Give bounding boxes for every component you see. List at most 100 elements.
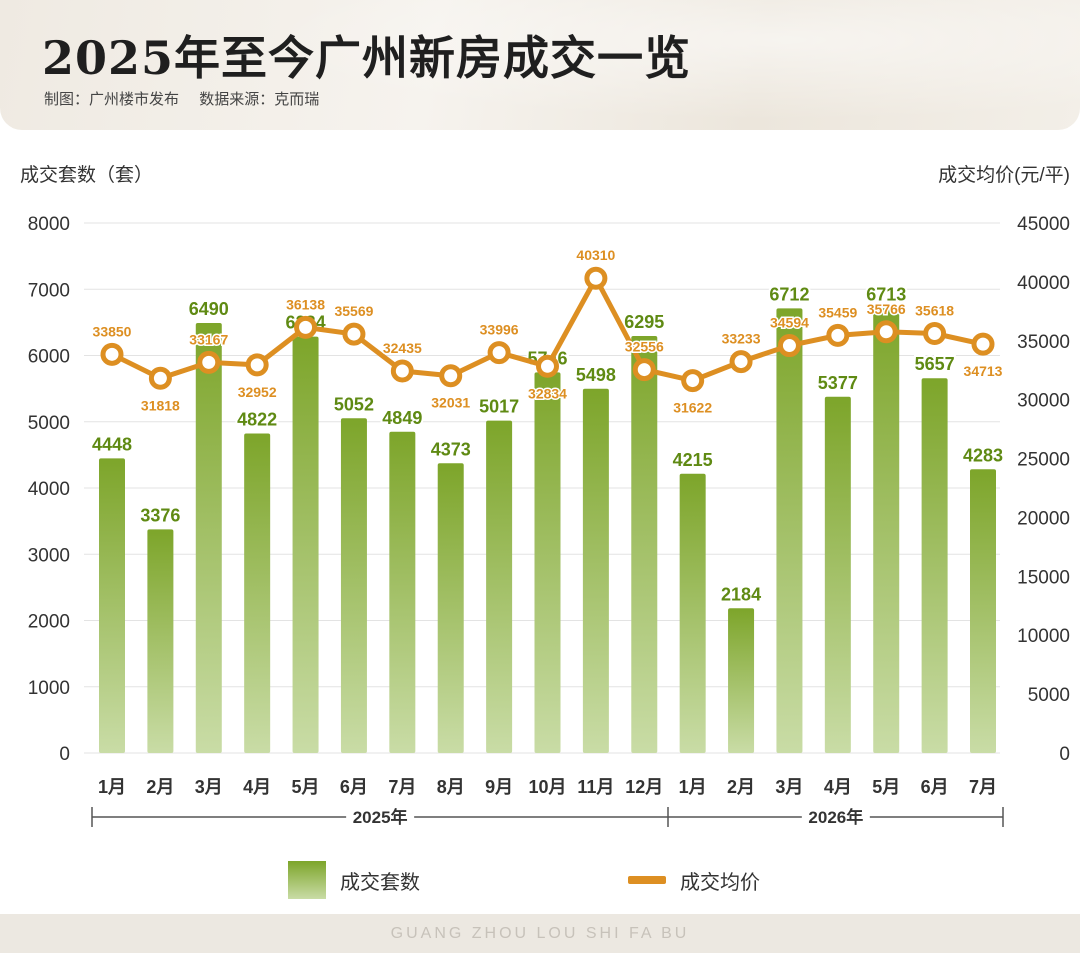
right-tick-label: 35000	[1017, 332, 1070, 353]
bar-value-label: 5377	[818, 373, 858, 393]
legend-line-swatch	[628, 876, 666, 884]
bar-value-label: 4822	[237, 410, 277, 430]
bar-value-label: 5498	[576, 365, 616, 385]
footer-text: GUANG ZHOU LOU SHI FA BU	[390, 924, 690, 942]
price-value-label: 32952	[238, 384, 277, 400]
bar-value-label: 6712	[769, 284, 809, 304]
bar	[776, 308, 803, 753]
x-tick-label: 5月	[292, 777, 320, 797]
chart-subtitle: 制图：广州楼市发布 数据来源：克而瑞	[44, 88, 335, 109]
price-value-label: 35459	[818, 304, 857, 320]
x-tick-label: 1月	[679, 777, 707, 797]
x-axis-labels: 1月 2月 3月 4月 5月 6月 7月 8月 9月 10月 11月 12月 1月 2月 3月 4月 5月 6月 7…	[98, 777, 997, 797]
price-point	[487, 341, 511, 365]
left-tick-label: 4000	[28, 479, 70, 500]
price-value-label: 31818	[141, 397, 180, 413]
price-value-label: 34713	[964, 363, 1003, 379]
bar-value-label: 6490	[189, 299, 229, 319]
year-label: 2026年	[808, 807, 863, 827]
price-point	[584, 266, 608, 290]
bar	[244, 433, 271, 753]
x-tick-label: 11月	[577, 777, 614, 797]
year-label: 2025年	[353, 807, 408, 827]
price-point	[681, 369, 705, 393]
bar	[631, 335, 658, 753]
price-point	[729, 350, 753, 374]
x-tick-label: 1月	[98, 777, 126, 797]
price-point	[100, 342, 124, 366]
right-axis-ticks: 0 5000 10000 15000 20000 25000 30000 35000 40000…	[1017, 214, 1070, 765]
chart-title: 2025年至今广州新房成交一览	[42, 31, 692, 85]
bar-value-label: 5657	[915, 354, 955, 374]
right-axis-title: 成交均价(元/平)	[938, 165, 1070, 186]
line-series	[100, 266, 995, 393]
bar-value-label: 6713	[866, 284, 906, 304]
price-value-label: 35766	[867, 301, 906, 317]
right-tick-label: 30000	[1017, 391, 1070, 412]
right-tick-label: 15000	[1017, 567, 1070, 588]
x-tick-label: 8月	[437, 777, 465, 797]
bar-value-label: 4849	[382, 408, 422, 428]
bar	[340, 418, 367, 753]
legend-line: 成交均价	[628, 860, 760, 900]
price-value-label: 34594	[770, 315, 809, 331]
price-value-label: 32031	[431, 395, 470, 411]
price-point	[632, 358, 656, 382]
price-value-label: 32435	[383, 340, 422, 356]
bar	[728, 608, 755, 753]
price-value-label: 40310	[576, 247, 615, 263]
bar	[389, 431, 416, 753]
bar-value-label: 3376	[140, 505, 180, 525]
price-point	[294, 315, 318, 339]
bar-value-label: 5017	[479, 397, 519, 417]
price-value-label: 36138	[286, 296, 325, 312]
source-text: 数据来源：克而瑞	[199, 91, 320, 108]
price-point	[971, 332, 995, 356]
bar	[147, 529, 174, 753]
x-tick-label: 2月	[146, 777, 174, 797]
price-value-label: 33996	[480, 322, 519, 338]
bar	[582, 388, 609, 753]
left-tick-label: 2000	[28, 612, 70, 633]
price-point	[390, 359, 414, 383]
price-point	[439, 364, 463, 388]
price-point	[245, 353, 269, 377]
left-axis-title: 成交套数（套）	[20, 165, 154, 186]
year-brackets: 2025年 2026年	[91, 807, 1004, 827]
right-tick-label: 20000	[1017, 508, 1070, 529]
bar-value-label: 4373	[431, 439, 471, 459]
left-tick-label: 8000	[28, 214, 70, 235]
footer-banner: GUANG ZHOU LOU SHI FA BU	[0, 914, 1080, 953]
right-tick-label: 5000	[1028, 685, 1070, 706]
bar	[970, 469, 996, 753]
right-tick-label: 45000	[1017, 214, 1070, 235]
bar-value-label: 4215	[673, 450, 713, 470]
bar-value-label: 4283	[963, 445, 1003, 465]
price-value-label: 32834	[528, 385, 567, 401]
left-tick-label: 6000	[28, 347, 70, 368]
bar	[534, 372, 561, 753]
bar	[921, 378, 948, 753]
left-tick-label: 5000	[28, 413, 70, 434]
price-point	[536, 354, 559, 378]
bar-value-label: 4448	[92, 434, 132, 454]
price-point	[923, 321, 947, 345]
left-tick-label: 0	[59, 744, 70, 765]
x-tick-label: 10月	[528, 777, 566, 797]
bar-value-label: 2184	[721, 584, 761, 604]
x-tick-label: 3月	[775, 777, 803, 797]
x-tick-label: 4月	[243, 777, 271, 797]
bar-series	[99, 308, 996, 753]
legend-bar-swatch	[288, 861, 326, 899]
bar	[824, 396, 851, 753]
price-value-label: 33167	[189, 331, 228, 347]
bar	[292, 336, 319, 753]
price-point	[197, 350, 221, 374]
bar	[99, 458, 125, 753]
right-tick-label: 40000	[1017, 273, 1070, 294]
bar-value-labels: 4448337664904822628450524849437350175746…	[90, 282, 1005, 606]
bar	[679, 473, 706, 753]
bar	[873, 308, 900, 753]
legend-bar: 成交套数	[288, 860, 420, 900]
